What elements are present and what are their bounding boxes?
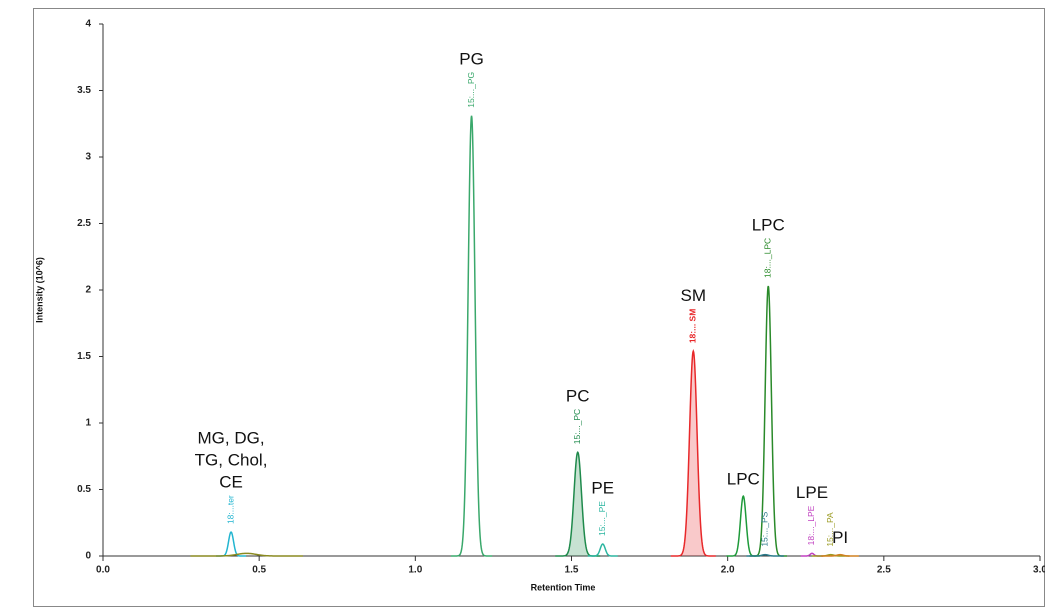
peak-label: LPC	[752, 215, 785, 234]
peak-label: PG	[459, 49, 484, 68]
peak-tag: 18:..._LPE	[806, 505, 816, 545]
y-tick-label: 3	[85, 152, 91, 163]
peak	[587, 543, 618, 557]
peak-label: PC	[566, 386, 590, 405]
peak-tag: 15:..._PA	[825, 512, 835, 547]
peak	[190, 552, 303, 557]
peak	[821, 553, 859, 557]
x-tick-label: 1.5	[565, 565, 579, 576]
peak	[216, 531, 247, 557]
x-tick-label: 0.0	[96, 565, 110, 576]
peak-label: PI	[832, 528, 848, 547]
peak-tag: 15:..._PG	[466, 72, 476, 108]
peak-label: CE	[219, 473, 243, 492]
y-tick-label: 1.5	[77, 351, 91, 362]
peak-tag: 18:...ter	[225, 495, 235, 524]
x-tick-label: 3.0	[1033, 565, 1045, 576]
peak-label: PE	[591, 479, 614, 498]
x-tick-label: 2.0	[721, 565, 735, 576]
peak-tag: 15:..._PE	[597, 501, 607, 536]
peak-tag: 15:..._PC	[572, 409, 582, 444]
peak-fill	[670, 351, 716, 556]
peak-label: SM	[681, 286, 707, 305]
peak	[726, 495, 761, 557]
peak-label: LPE	[796, 483, 828, 502]
x-axis-title: Retention Time	[531, 582, 596, 592]
x-tick-label: 0.5	[252, 565, 266, 576]
y-tick-label: 3.5	[77, 85, 91, 96]
x-tick-label: 2.5	[877, 565, 891, 576]
peak	[450, 115, 493, 557]
peak-tag: 15:..._PS	[759, 511, 769, 546]
peak-label: LPC	[727, 470, 760, 489]
peak-fill	[555, 452, 601, 556]
peak	[812, 553, 850, 557]
y-tick-label: 0.5	[77, 484, 91, 495]
frame	[33, 8, 1045, 607]
peak-tag: 18:..._LPC	[763, 238, 773, 278]
peak	[746, 553, 784, 557]
y-tick-label: 0	[85, 551, 91, 562]
y-tick-label: 4	[85, 19, 91, 30]
peak-label: TG, Chol,	[195, 451, 268, 470]
peak-tag: 18:... SM	[688, 309, 698, 343]
peak	[670, 348, 716, 557]
y-tick-label: 2.5	[77, 218, 91, 229]
y-tick-label: 2	[85, 285, 91, 296]
y-axis-title: Intensity (10^6)	[34, 257, 44, 323]
x-tick-label: 1.0	[408, 565, 422, 576]
y-tick-label: 1	[85, 418, 91, 429]
peak-label: MG, DG,	[198, 429, 265, 448]
